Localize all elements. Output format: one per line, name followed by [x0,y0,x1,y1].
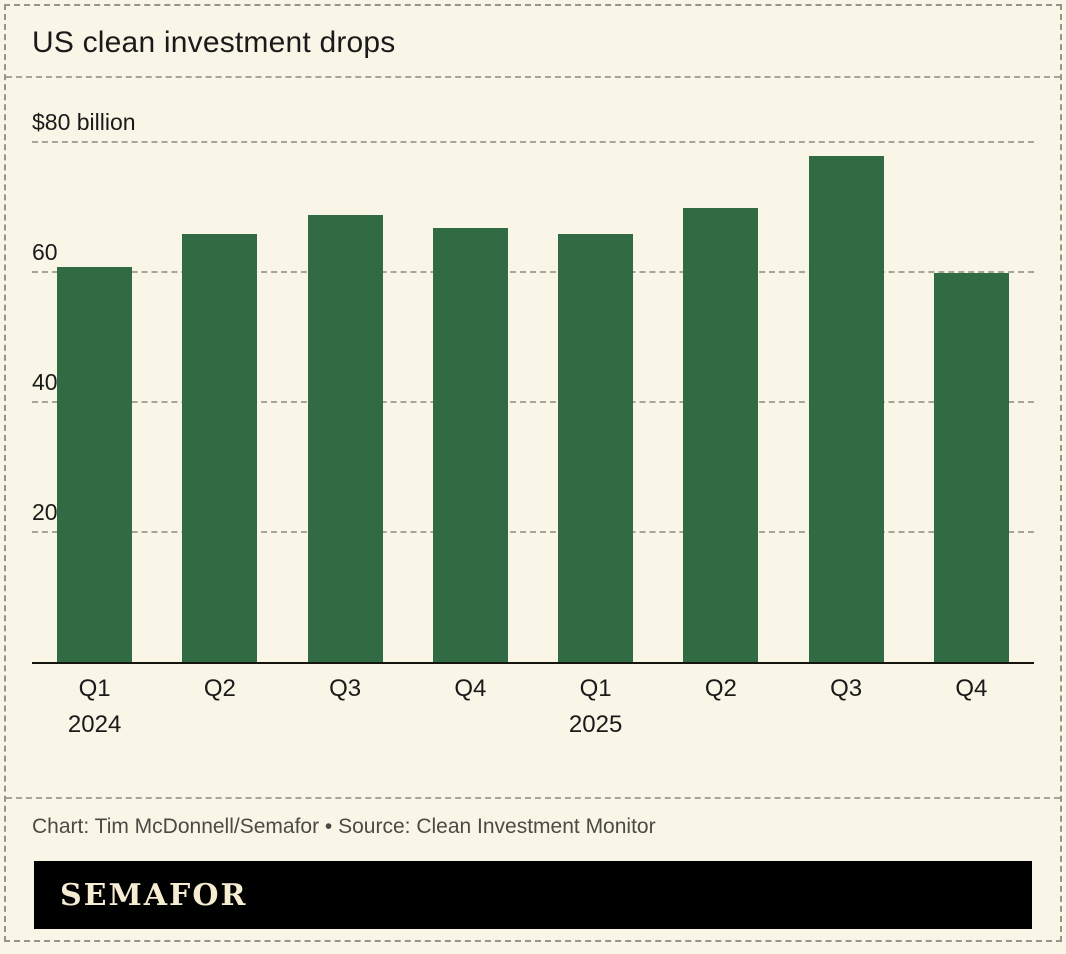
bar-slot [909,91,1034,663]
y-tick-label: 20 [32,499,58,525]
plot-area: 20 40 60 $80 billion [32,91,1034,664]
bar [933,273,1009,663]
x-slot: Q1 2024 [32,675,157,741]
x-tick-label: Q1 [78,675,111,702]
bar [182,234,258,663]
footer-divider [6,797,1060,799]
x-slot: Q3 [283,675,408,741]
y-tick-label: 40 [32,369,58,395]
y-tick-label: 60 [32,239,58,265]
x-tick-label: Q3 [830,675,863,702]
year-label [784,711,909,741]
x-slot: Q2 [658,675,783,741]
bar-slot [157,91,282,663]
year-label [283,711,408,741]
bar-slot [32,91,157,663]
brand-bar: SEMAFOR [34,861,1032,929]
bar-slot [408,91,533,663]
bar-slot [283,91,408,663]
year-label [658,711,783,741]
bar-slot [533,91,658,663]
year-label: 2024 [67,711,122,738]
x-slot: Q1 2025 [533,675,658,741]
credit-line: Chart: Tim McDonnell/Semafor • Source: C… [32,815,656,838]
bar [558,234,634,663]
year-label [408,711,533,741]
x-slot: Q2 [157,675,282,741]
bar [808,156,884,663]
bar-slot [658,91,783,663]
year-label [157,711,282,741]
gridline [32,141,1034,143]
x-tick-label: Q4 [454,675,487,702]
x-tick-label: Q1 [579,675,612,702]
x-axis-labels: Q1 2024 Q2 Q3 Q4 Q1 2025 Q2 Q3 Q4 [32,675,1034,741]
bar [307,214,383,663]
semafor-logo: SEMAFOR [60,877,248,913]
chart-title: US clean investment drops [32,26,396,59]
year-label: 2025 [568,711,623,738]
title-row: US clean investment drops [6,6,1060,76]
bars-row [32,91,1034,663]
bar [683,208,759,663]
x-slot: Q4 [408,675,533,741]
year-label [909,711,1034,741]
gridline [32,531,1034,533]
bar-slot [784,91,909,663]
x-tick-label: Q2 [203,675,236,702]
y-tick-label: $80 billion [32,109,136,135]
x-slot: Q3 [784,675,909,741]
x-slot: Q4 [909,675,1034,741]
x-axis-line [32,662,1034,664]
chart-card: US clean investment drops 20 40 60 $80 bill… [4,4,1062,942]
x-tick-label: Q2 [704,675,737,702]
bar [57,266,133,663]
x-tick-label: Q4 [955,675,988,702]
bar [432,227,508,663]
gridline [32,271,1034,273]
gridline [32,401,1034,403]
title-divider [6,76,1060,78]
x-tick-label: Q3 [329,675,362,702]
